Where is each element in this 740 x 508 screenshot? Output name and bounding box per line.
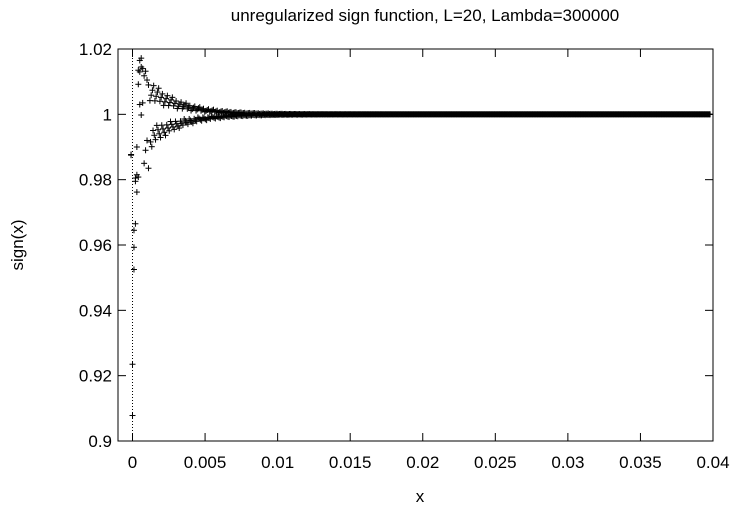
data-point (144, 77, 151, 84)
data-point (166, 127, 173, 134)
y-tick-label: 0.9 (88, 432, 112, 451)
data-point (129, 412, 136, 419)
data-point (136, 68, 143, 75)
data-point (164, 124, 171, 131)
data-point (139, 99, 146, 106)
data-point (176, 125, 183, 132)
data-point (185, 104, 192, 111)
x-tick-label: 0.035 (619, 453, 662, 472)
data-point (189, 120, 196, 127)
data-point (155, 126, 162, 133)
data-point (139, 65, 146, 72)
data-point (163, 95, 170, 102)
x-tick-label: 0.02 (406, 453, 439, 472)
data-point (138, 55, 145, 62)
data-point (707, 111, 714, 118)
data-point (166, 99, 173, 106)
data-point (130, 244, 137, 251)
data-point (151, 132, 158, 139)
data-point (184, 121, 191, 128)
data-point (160, 125, 167, 132)
data-point (144, 137, 151, 144)
y-tick-label: 1.02 (79, 40, 112, 59)
data-point (162, 132, 169, 139)
data-point (133, 189, 140, 196)
data-point (156, 130, 163, 137)
y-tick-label: 0.98 (79, 171, 112, 190)
data-point (148, 143, 155, 150)
data-point (168, 121, 175, 128)
data-point (159, 90, 166, 97)
data-point (183, 100, 190, 107)
data-point (158, 94, 165, 101)
data-point (179, 122, 186, 129)
y-tick-label: 1 (103, 105, 112, 124)
data-point (161, 129, 168, 136)
data-point (161, 98, 168, 105)
data-point (156, 98, 163, 105)
data-point (141, 160, 148, 167)
data-point (141, 72, 148, 79)
data-point (145, 81, 152, 88)
data-point (168, 96, 175, 103)
data-point (150, 127, 157, 134)
data-point (130, 227, 137, 234)
x-tick-label: 0.04 (696, 453, 729, 472)
data-point (149, 87, 156, 94)
data-point (128, 151, 135, 158)
data-point (155, 85, 162, 92)
data-point (133, 144, 140, 150)
tick-layer: 0 0.005 0.01 0.015 0.02 0.025 0.03 0.035 0.04 0.9… (79, 40, 730, 472)
data-point (178, 99, 185, 106)
data-point (148, 92, 155, 99)
data-point (188, 118, 195, 125)
y-tick-label: 0.96 (79, 236, 112, 255)
x-tick-label: 0.025 (474, 453, 517, 472)
point-layer (128, 55, 714, 419)
data-point (129, 361, 136, 368)
data-point (145, 165, 152, 172)
data-point (138, 111, 145, 118)
data-point (132, 220, 139, 227)
x-tick-label: 0.03 (551, 453, 584, 472)
data-point (152, 136, 159, 143)
data-point (132, 175, 139, 182)
plot-frame (117, 48, 714, 442)
data-point (186, 102, 193, 109)
x-tick-label: 0 (128, 453, 137, 472)
data-point (135, 174, 142, 181)
data-point (150, 82, 157, 89)
x-tick-label: 0.01 (261, 453, 294, 472)
x-axis-title: x (416, 487, 425, 506)
x-tick-label: 0.015 (329, 453, 372, 472)
data-point (157, 134, 164, 141)
data-point (153, 93, 160, 100)
data-point (164, 92, 171, 99)
data-point (169, 94, 176, 101)
y-tick-label: 0.92 (79, 367, 112, 386)
data-point (154, 89, 161, 96)
y-axis-title: sign(x) (8, 219, 27, 270)
data-point (142, 147, 149, 154)
data-point (173, 98, 180, 105)
data-point (130, 266, 137, 273)
data-point (171, 126, 178, 133)
data-point (142, 68, 149, 75)
y-tick-label: 0.94 (79, 301, 112, 320)
data-point (147, 138, 154, 145)
chart-title: unregularized sign function, L=20, Lambd… (231, 6, 619, 25)
data-point (135, 81, 142, 88)
x-tick-label: 0.005 (184, 453, 227, 472)
